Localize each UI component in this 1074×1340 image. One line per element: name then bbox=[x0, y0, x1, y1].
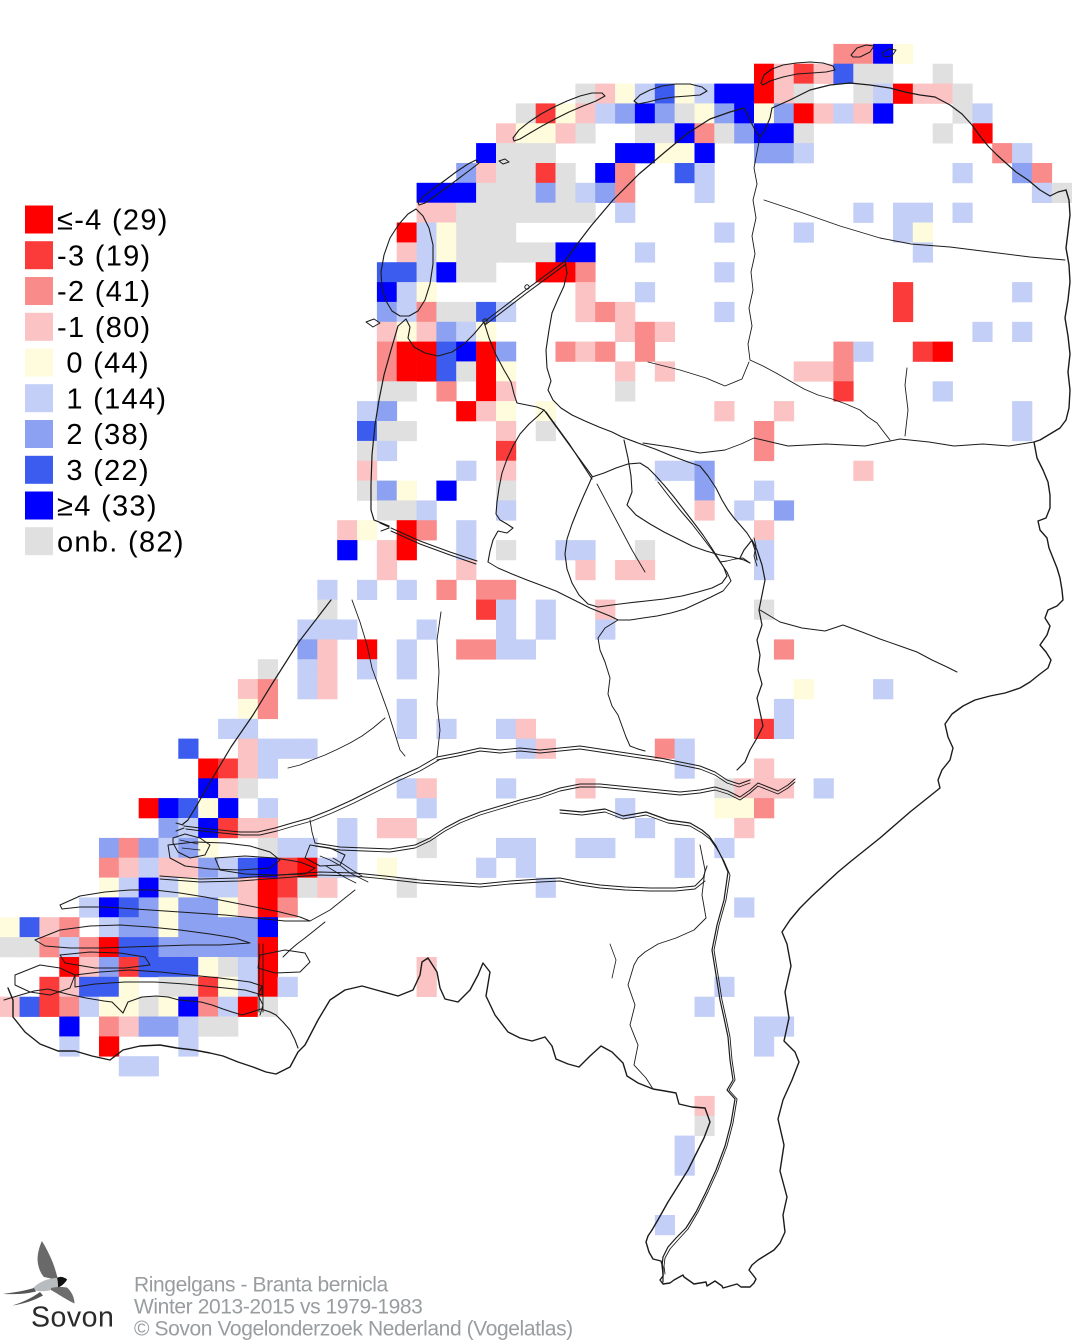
svg-text:Winter 2013-2015 vs 1979-1983: Winter 2013-2015 vs 1979-1983 bbox=[134, 1296, 422, 1319]
svg-text:Ringelgans - Branta bernicla: Ringelgans - Branta bernicla bbox=[134, 1274, 389, 1297]
svg-text:© Sovon Vogelonderzoek Nederla: © Sovon Vogelonderzoek Nederland (Vogela… bbox=[134, 1318, 573, 1340]
svg-text:2 (38): 2 (38) bbox=[57, 419, 150, 451]
svg-text:Sovon: Sovon bbox=[31, 1302, 114, 1334]
svg-text:≥4 (33): ≥4 (33) bbox=[57, 491, 158, 523]
svg-text:-3 (19): -3 (19) bbox=[57, 240, 152, 272]
svg-text:-1 (80): -1 (80) bbox=[57, 312, 152, 344]
svg-text:-2 (41): -2 (41) bbox=[57, 276, 152, 308]
svg-text:0 (44): 0 (44) bbox=[57, 348, 150, 380]
svg-text:1 (144): 1 (144) bbox=[57, 383, 167, 415]
svg-text:3 (22): 3 (22) bbox=[57, 455, 150, 487]
svg-text:≤-4 (29): ≤-4 (29) bbox=[57, 205, 169, 237]
svg-text:onb. (82): onb. (82) bbox=[57, 527, 185, 559]
